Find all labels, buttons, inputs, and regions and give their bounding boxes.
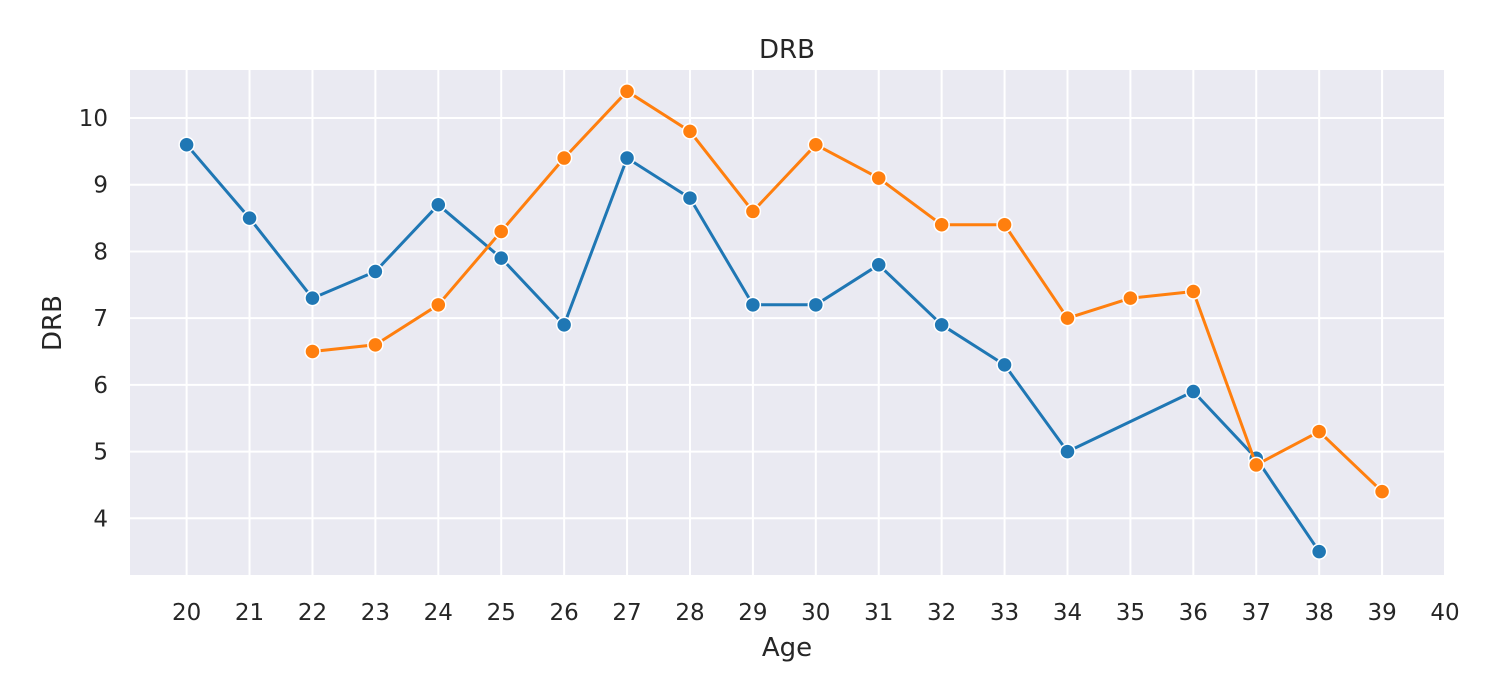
series-1-point xyxy=(367,263,384,280)
plot-background xyxy=(130,70,1445,575)
series-2-point xyxy=(681,123,699,140)
series-1-point xyxy=(304,289,321,307)
y-tick-label: 4 xyxy=(93,506,108,532)
series-2-point xyxy=(933,216,950,234)
series-1-point xyxy=(933,316,950,334)
x-tick-label: 36 xyxy=(1179,600,1208,626)
x-tick-label: 24 xyxy=(424,600,453,626)
series-2-point xyxy=(1059,309,1076,327)
x-tick-label: 28 xyxy=(675,600,704,626)
x-tick-label: 38 xyxy=(1305,600,1334,626)
x-tick-label: 40 xyxy=(1430,600,1459,626)
x-tick-label: 39 xyxy=(1367,600,1396,626)
series-1-point xyxy=(870,256,887,274)
series-2-point xyxy=(304,343,321,360)
series-2-point xyxy=(430,296,447,314)
series-2-point xyxy=(492,223,510,240)
series-1-point xyxy=(1059,443,1076,460)
y-tick-label: 9 xyxy=(93,173,108,199)
series-2-point xyxy=(1122,289,1139,307)
series-2-point xyxy=(744,203,762,220)
x-tick-label: 26 xyxy=(549,600,578,626)
x-tick-label: 37 xyxy=(1242,600,1271,626)
series-1-point xyxy=(430,196,447,214)
series-1-point xyxy=(1185,383,1202,400)
series-1-point xyxy=(492,249,510,267)
series-2-point xyxy=(367,336,384,354)
y-axis-label: DRB xyxy=(38,295,68,351)
series-1-point xyxy=(178,136,195,153)
series-2-point xyxy=(555,149,573,167)
series-2-point xyxy=(1310,423,1328,440)
series-1 xyxy=(178,136,1328,560)
series-1-point xyxy=(555,316,573,334)
y-tick-label: 10 xyxy=(79,106,108,132)
x-tick-label: 30 xyxy=(801,600,830,626)
series-2-point xyxy=(807,136,825,153)
x-tick-label: 34 xyxy=(1053,600,1082,626)
series-1-point xyxy=(681,189,699,207)
chart-title: DRB xyxy=(759,35,815,65)
series-1-point xyxy=(744,296,762,314)
series-2-point xyxy=(870,169,887,187)
x-tick-label: 21 xyxy=(235,600,264,626)
y-tick-label: 6 xyxy=(93,373,108,399)
y-tick-labels: 4 5 6 7 8 9 10 xyxy=(79,106,108,532)
x-tick-label: 32 xyxy=(927,600,956,626)
series-2-point xyxy=(1185,283,1202,300)
series-1-point xyxy=(996,356,1013,374)
x-tick-labels: 20 21 22 23 24 25 26 27 28 29 30 31 32 33 34 35 36 37 38 39… xyxy=(172,600,1460,626)
x-tick-label: 22 xyxy=(298,600,327,626)
y-tick-label: 5 xyxy=(93,440,108,466)
series-layer xyxy=(178,83,1391,560)
x-tick-label: 27 xyxy=(612,600,641,626)
series-1-line xyxy=(185,143,1321,554)
series-2-point xyxy=(1247,456,1265,474)
series-2-point xyxy=(618,83,636,100)
x-tick-label: 33 xyxy=(990,600,1019,626)
x-tick-label: 25 xyxy=(487,600,516,626)
series-2-point xyxy=(996,216,1013,234)
x-tick-label: 23 xyxy=(361,600,390,626)
series-2 xyxy=(304,83,1391,500)
series-1-point xyxy=(618,149,636,167)
series-1-point xyxy=(241,209,258,227)
x-tick-label: 29 xyxy=(738,600,767,626)
series-2-line xyxy=(311,89,1384,494)
series-1-point xyxy=(1310,543,1328,560)
y-tick-label: 8 xyxy=(93,239,108,265)
x-tick-label: 31 xyxy=(864,600,893,626)
x-tick-label: 20 xyxy=(172,600,201,626)
series-2-point xyxy=(1373,483,1391,500)
x-tick-label: 35 xyxy=(1116,600,1145,626)
x-axis-label: Age xyxy=(762,633,812,663)
series-1-point xyxy=(807,296,825,314)
y-tick-label: 7 xyxy=(93,306,108,332)
